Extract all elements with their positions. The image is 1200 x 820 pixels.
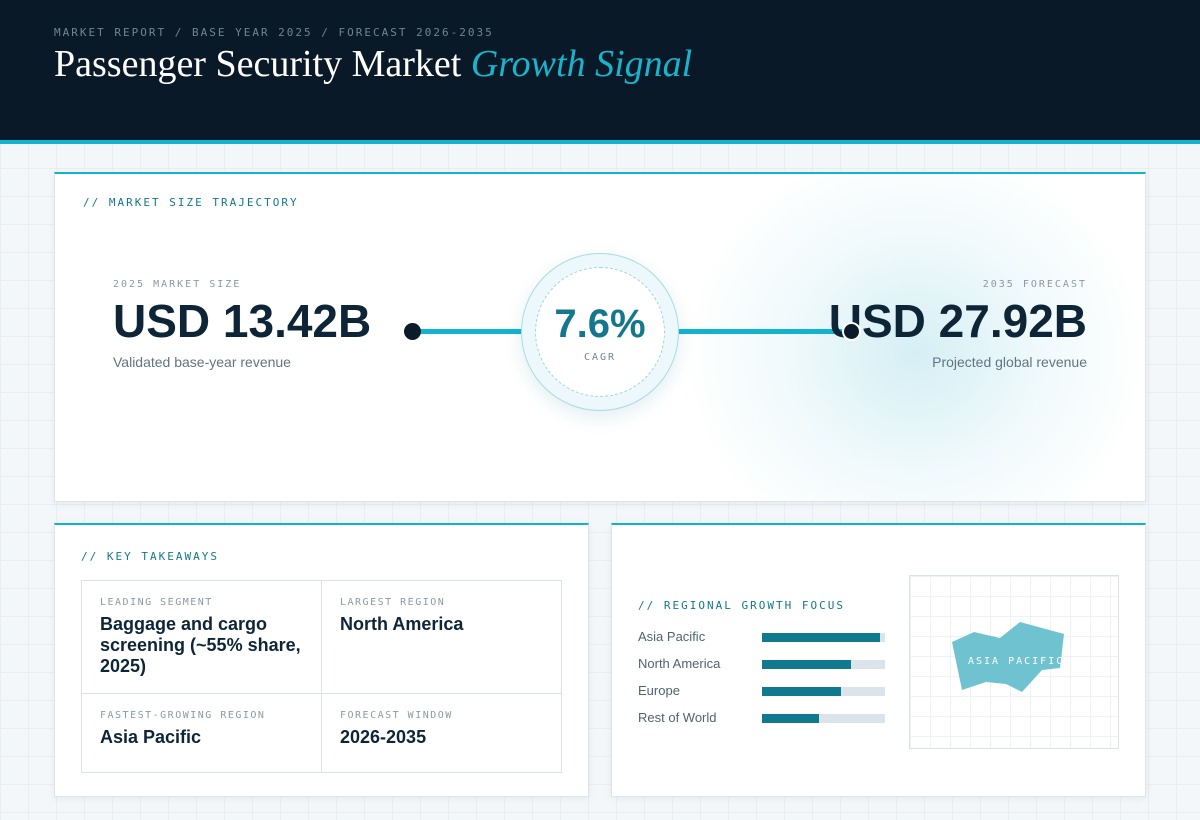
region-bar-track (762, 633, 885, 642)
takeaway-fastest-growing-region: FASTEST-GROWING REGION Asia Pacific (82, 694, 322, 772)
region-bar-fill (762, 633, 881, 642)
asia-pacific-map: ASIA PACIFIC (909, 575, 1119, 749)
trajectory-card-label: // MARKET SIZE TRAJECTORY (83, 196, 299, 209)
trajectory-line-left (419, 329, 523, 334)
market-size-trajectory-card: // MARKET SIZE TRAJECTORY 2025 MARKET SI… (54, 172, 1146, 502)
key-takeaways-card: // KEY TAKEAWAYS LEADING SEGMENT Baggage… (54, 523, 589, 797)
cagr-value: 7.6% (554, 302, 646, 346)
forecast-size-desc: Projected global revenue (932, 354, 1087, 370)
cagr-badge: 7.6% CAGR (521, 253, 679, 411)
base-point-dot (404, 323, 421, 340)
takeaway-forecast-window: FORECAST WINDOW 2026-2035 (322, 694, 562, 772)
region-name: North America (638, 656, 721, 671)
cagr-inner-ring: 7.6% CAGR (535, 267, 665, 397)
takeaway-key: LARGEST REGION (340, 597, 446, 608)
region-name: Rest of World (638, 710, 717, 725)
page-title: Passenger Security Market Growth Signal (54, 42, 692, 86)
forecast-point-dot (842, 322, 861, 341)
region-name: Asia Pacific (638, 629, 706, 644)
region-bar-fill (762, 687, 841, 696)
decorative-glow (685, 174, 1145, 501)
title-main: Passenger Security Market (54, 43, 462, 85)
takeaways-card-label: // KEY TAKEAWAYS (81, 550, 219, 563)
takeaway-value: Asia Pacific (100, 727, 202, 747)
title-accent: Growth Signal (470, 43, 693, 85)
base-size-label: 2025 MARKET SIZE (113, 279, 242, 290)
base-size-desc: Validated base-year revenue (113, 354, 291, 370)
region-bar-fill (762, 714, 819, 723)
region-bar-track (762, 660, 885, 669)
takeaway-value: 2026-2035 (340, 727, 427, 747)
region-bar-track (762, 714, 885, 723)
region-bar-fill (762, 660, 851, 669)
cagr-label: CAGR (583, 352, 617, 363)
takeaway-key: FORECAST WINDOW (340, 710, 453, 721)
report-header: MARKET REPORT / BASE YEAR 2025 / FORECAS… (0, 0, 1200, 144)
takeaway-key: LEADING SEGMENT (100, 597, 213, 608)
asia-pacific-map-icon (952, 622, 1064, 692)
forecast-size-value: USD 27.92B (828, 295, 1087, 347)
asia-pacific-shape (952, 622, 1064, 692)
takeaway-largest-region: LARGEST REGION North America (322, 581, 562, 694)
trajectory-line-right (677, 329, 847, 334)
takeaways-grid: LEADING SEGMENT Baggage and cargo screen… (81, 580, 562, 773)
regional-growth-card: // REGIONAL GROWTH FOCUS Asia Pacific No… (611, 523, 1146, 797)
forecast-size-label: 2035 FORECAST (982, 279, 1087, 290)
region-bar-track (762, 687, 885, 696)
base-size-value: USD 13.42B (113, 295, 372, 347)
report-eyebrow: MARKET REPORT / BASE YEAR 2025 / FORECAS… (54, 26, 494, 39)
takeaway-value: North America (340, 614, 464, 634)
regional-card-label: // REGIONAL GROWTH FOCUS (638, 599, 845, 612)
map-region-label: ASIA PACIFIC (968, 656, 1065, 667)
region-name: Europe (638, 683, 680, 698)
takeaway-leading-segment: LEADING SEGMENT Baggage and cargo screen… (82, 581, 322, 694)
takeaway-value: Baggage and cargo screening (~55% share,… (100, 614, 301, 676)
takeaway-key: FASTEST-GROWING REGION (100, 710, 266, 721)
